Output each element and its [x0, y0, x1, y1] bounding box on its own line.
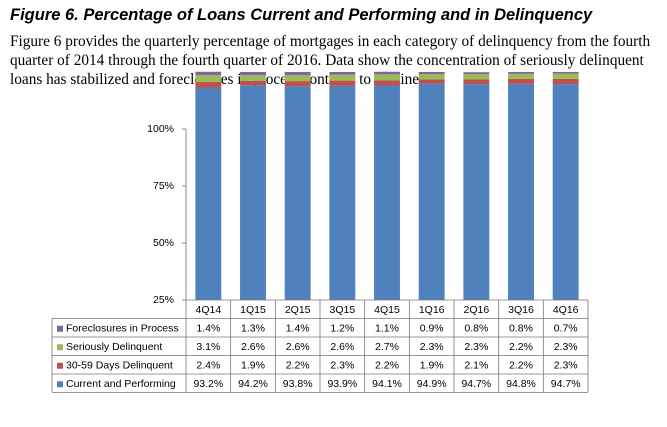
x-tick-label: 3Q16: [508, 304, 534, 316]
bar-segment: [552, 78, 579, 85]
table-value: 2.3%: [420, 341, 444, 353]
table-value: 2.6%: [241, 341, 265, 353]
bar-segment: [418, 83, 445, 301]
table-value: 2.7%: [375, 341, 399, 353]
bar-segment: [374, 74, 400, 81]
bar-segment: [329, 72, 356, 75]
table-value: 1.4%: [196, 323, 220, 335]
table-value: 2.2%: [375, 360, 399, 372]
table-value: 94.2%: [238, 378, 268, 390]
bar-segment: [195, 87, 222, 300]
table-value: 2.3%: [554, 341, 578, 353]
table-value: 0.7%: [554, 323, 578, 335]
table-value: 94.7%: [551, 378, 581, 390]
legend-label: Current and Performing: [66, 378, 176, 390]
table-value: 93.2%: [193, 378, 223, 390]
legend-swatch: [57, 362, 63, 369]
y-tick-label: 50%: [153, 237, 174, 249]
y-tick-label: 25%: [153, 294, 174, 306]
legend-label: Seriously Delinquent: [66, 341, 162, 353]
bar-segment: [329, 80, 356, 86]
bar-segment: [418, 79, 445, 84]
bar-segment: [284, 72, 311, 76]
legend-swatch: [57, 344, 63, 351]
table-value: 2.2%: [286, 360, 310, 372]
table-value: 1.9%: [241, 360, 265, 372]
table-value: 0.8%: [509, 323, 533, 335]
bar-segment: [195, 71, 222, 75]
table-value: 2.2%: [509, 360, 533, 372]
bar-segment: [195, 74, 222, 83]
bar-segment: [374, 80, 400, 86]
table-value: 2.1%: [464, 360, 488, 372]
bar-segment: [463, 72, 490, 75]
table-value: 1.9%: [420, 360, 444, 372]
x-tick-label: 2Q16: [463, 304, 489, 316]
bar-segment: [463, 79, 490, 85]
legend-label: Foreclosures in Process: [66, 323, 179, 335]
table-value: 94.7%: [461, 378, 491, 390]
bar-segment: [463, 84, 490, 300]
bar-segment: [508, 78, 534, 84]
bar-segment: [195, 82, 222, 88]
bar-segment: [508, 72, 534, 74]
table-value: 0.9%: [420, 323, 444, 335]
bar-segment: [284, 86, 311, 300]
bar-segment: [552, 84, 579, 300]
bar-segment: [463, 74, 490, 80]
bar-segment: [552, 72, 579, 74]
x-tick-label: 3Q15: [329, 304, 355, 316]
table-value: 3.1%: [196, 341, 220, 353]
bar-segment: [284, 81, 311, 87]
bar-segment: [374, 85, 400, 301]
table-value: 1.4%: [286, 323, 310, 335]
bar-segment: [329, 85, 356, 301]
x-tick-label: 4Q14: [195, 304, 221, 316]
table-value: 2.4%: [196, 360, 220, 372]
table-value: 2.6%: [330, 341, 354, 353]
x-tick-label: 4Q16: [553, 304, 579, 316]
table-value: 1.2%: [330, 323, 354, 335]
bar-segment: [240, 80, 266, 86]
legend-swatch: [57, 381, 63, 388]
bar-segment: [552, 73, 579, 79]
x-tick-label: 2Q15: [285, 304, 311, 316]
legend-label: 30-59 Days Delinquent: [66, 360, 173, 372]
x-tick-label: 1Q16: [419, 304, 445, 316]
bar-segment: [418, 74, 445, 80]
table-value: 94.8%: [506, 378, 536, 390]
bar-segment: [329, 74, 356, 81]
bar-segment: [374, 71, 400, 75]
bar-segment: [240, 85, 266, 300]
table-value: 1.1%: [375, 323, 399, 335]
table-value: 0.8%: [464, 323, 488, 335]
table-value: 2.3%: [330, 360, 354, 372]
bar-segment: [508, 83, 534, 300]
figure-title: Figure 6. Percentage of Loans Current an…: [10, 6, 593, 24]
table-value: 2.6%: [286, 341, 310, 353]
bar-segment: [240, 72, 266, 75]
x-tick-label: 1Q15: [240, 304, 266, 316]
table-value: 94.9%: [417, 378, 447, 390]
bar-segment: [284, 75, 311, 82]
table-value: 93.8%: [283, 378, 313, 390]
table-value: 94.1%: [372, 378, 402, 390]
table-value: 2.2%: [509, 341, 533, 353]
bar-segment: [508, 73, 534, 79]
bar-segment: [240, 74, 266, 81]
table-value: 1.3%: [241, 323, 265, 335]
table-value: 2.3%: [554, 360, 578, 372]
table-value: 93.9%: [327, 378, 357, 390]
bar-segment: [418, 72, 445, 75]
x-tick-label: 4Q15: [374, 304, 400, 316]
table-value: 2.3%: [464, 341, 488, 353]
y-tick-label: 100%: [147, 123, 174, 135]
y-tick-label: 75%: [153, 180, 174, 192]
legend-swatch: [57, 325, 63, 332]
